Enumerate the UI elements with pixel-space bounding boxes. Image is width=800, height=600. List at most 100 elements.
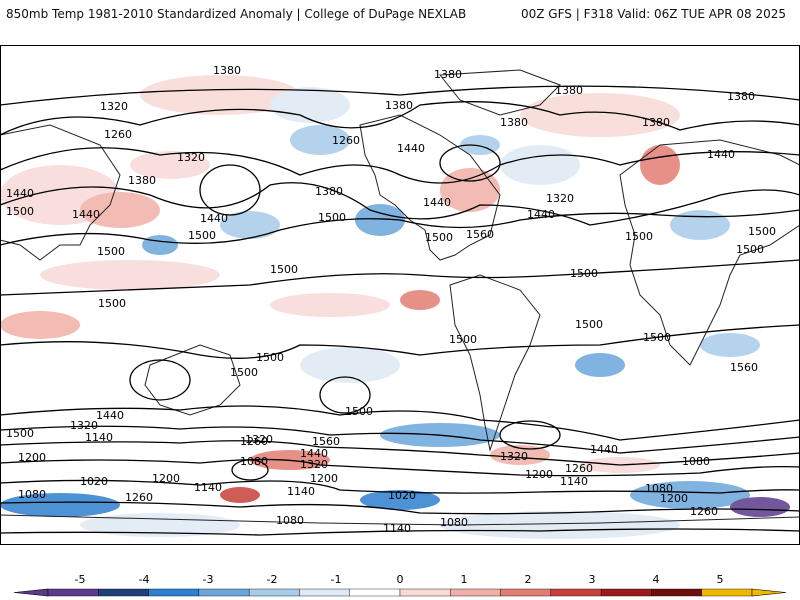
contour-label: 1260 — [125, 491, 153, 504]
contour-label: 1140 — [85, 431, 113, 444]
contour-label: 1380 — [315, 185, 343, 198]
contour-label: 1200 — [525, 468, 553, 481]
contour-label: 1380 — [434, 68, 462, 81]
contour-label: 1140 — [560, 475, 588, 488]
contour-label: 1500 — [449, 333, 477, 346]
contour-label: 1080 — [276, 514, 304, 527]
colorbar-block — [500, 588, 552, 597]
colorbar-block — [98, 588, 149, 597]
contour-label: 1200 — [310, 472, 338, 485]
contour-label: 1500 — [570, 267, 598, 280]
colorbar-tick-label: -3 — [203, 573, 214, 586]
contour-label: 1380 — [642, 116, 670, 129]
contour-label: 1440 — [300, 447, 328, 460]
contour-label: 1140 — [287, 485, 315, 498]
contour-label: 1260 — [332, 134, 360, 147]
contour-label: 1500 — [230, 366, 258, 379]
colorbar: -5 -4 -3 -2 -1 0 1 2 3 4 5 — [13, 573, 787, 597]
contour-label: 1380 — [500, 116, 528, 129]
contour-label: 1140 — [383, 522, 411, 535]
contour-label: 1560 — [730, 361, 758, 374]
contour-label: 1440 — [6, 187, 34, 200]
contour-label: 1500 — [575, 318, 603, 331]
colorbar-block — [701, 588, 753, 597]
contour-label: 1080 — [682, 455, 710, 468]
contour-label: 1440 — [707, 148, 735, 161]
contour-label: 1020 — [80, 475, 108, 488]
contour-label: 1500 — [188, 229, 216, 242]
map-title: 850mb Temp 1981-2010 Standardized Anomal… — [6, 7, 467, 21]
colorbar-right-arrow-icon — [751, 588, 787, 597]
contour-label: 1260 — [104, 128, 132, 141]
contour-label: 1560 — [312, 435, 340, 448]
contour-label: 1500 — [748, 225, 776, 238]
contour-label: 1500 — [98, 297, 126, 310]
contour-label: 1500 — [736, 243, 764, 256]
contour-label: 1260 — [690, 505, 718, 518]
contour-label: 1080 — [440, 516, 468, 529]
colorbar-block — [47, 588, 99, 597]
run-info: 00Z GFS | F318 Valid: 06Z TUE APR 08 202… — [520, 7, 786, 21]
colorbar-tick-labels: -5 -4 -3 -2 -1 0 1 2 3 4 5 — [75, 573, 724, 586]
colorbar-tick-label: -4 — [139, 573, 150, 586]
contour-label: 1380 — [128, 174, 156, 187]
colorbar-tick-label: 5 — [717, 573, 724, 586]
contour-label: 1500 — [256, 351, 284, 364]
contour-label: 1500 — [97, 245, 125, 258]
contour-label: 1320 — [100, 100, 128, 113]
contour-label: 1320 — [70, 419, 98, 432]
contour-label: 1080 — [240, 455, 268, 468]
colorbar-tick-label: 4 — [653, 573, 660, 586]
colorbar-tick-label: 2 — [525, 573, 532, 586]
colorbar-tick-label: -2 — [267, 573, 278, 586]
contour-label: 1320 — [177, 151, 205, 164]
contour-label: 1500 — [345, 405, 373, 418]
contour-label: 1080 — [645, 482, 673, 495]
contour-label: 1140 — [194, 481, 222, 494]
colorbar-block — [248, 588, 300, 597]
contour-label: 1380 — [727, 90, 755, 103]
contour-label: 1320 — [546, 192, 574, 205]
contour-label: 1320 — [300, 458, 328, 471]
contour-label: 1200 — [660, 492, 688, 505]
colorbar-tick-label: 0 — [397, 573, 404, 586]
colorbar-block — [550, 588, 602, 597]
contour-label: 1500 — [643, 331, 671, 344]
map-background — [0, 45, 800, 545]
colorbar-block — [651, 588, 702, 597]
contour-label: 1500 — [270, 263, 298, 276]
contour-label: 1380 — [213, 64, 241, 77]
colorbar-block — [148, 588, 200, 597]
anomaly-map[interactable]: 1380 1380 1380 1380 1380 1380 1380 1380 … — [0, 45, 800, 545]
contour-label: 1440 — [423, 196, 451, 209]
height-contours — [0, 85, 800, 536]
contour-label: 1440 — [96, 409, 124, 422]
contour-label: 1080 — [18, 488, 46, 501]
contour-label: 1500 — [6, 427, 34, 440]
colorbar-tick-label: 3 — [589, 573, 596, 586]
colorbar-left-arrow-icon — [13, 588, 49, 597]
contour-label: 1380 — [555, 84, 583, 97]
contour-label: 1200 — [152, 472, 180, 485]
contour-label: 1500 — [425, 231, 453, 244]
contour-label: 1500 — [6, 205, 34, 218]
contour-label: 1440 — [72, 208, 100, 221]
contour-label: 1320 — [245, 433, 273, 446]
colorbar-block — [399, 588, 451, 597]
contour-label: 1260 — [565, 462, 593, 475]
contour-label: 1440 — [200, 212, 228, 225]
contour-label: 1440 — [397, 142, 425, 155]
contour-label: 1260 — [240, 435, 268, 448]
contour-label: 1020 — [388, 489, 416, 502]
contour-label: 1320 — [500, 450, 528, 463]
contour-label: 1380 — [385, 99, 413, 112]
contour-label: 1560 — [466, 228, 494, 241]
colorbar-blocks — [13, 588, 787, 597]
colorbar-tick-label: 1 — [461, 573, 468, 586]
contour-label: 1440 — [590, 443, 618, 456]
coastlines — [0, 69, 800, 526]
colorbar-tick-label: -1 — [331, 573, 342, 586]
contour-label-group: 1380 1380 1380 1380 1380 1380 1380 1380 … — [6, 64, 776, 535]
colorbar-block — [198, 588, 250, 597]
colorbar-block — [299, 588, 350, 597]
